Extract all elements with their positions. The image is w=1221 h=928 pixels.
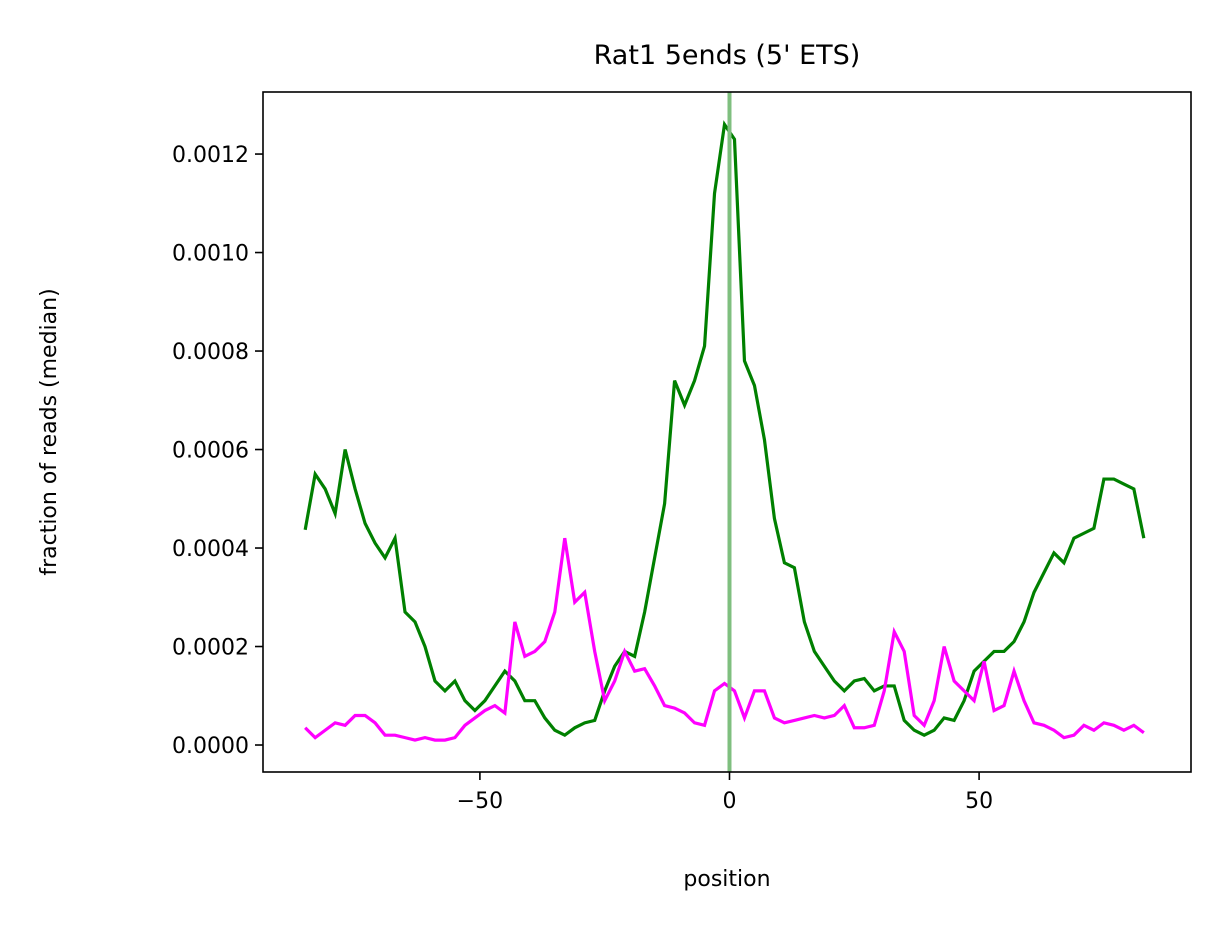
plot-frame [262, 91, 1192, 773]
y-tick-label: 0.0008 [172, 340, 249, 365]
y-tick-label: 0.0002 [172, 636, 249, 661]
x-tick-label: 0 [722, 789, 736, 814]
y-tick-label: 0.0006 [172, 439, 249, 464]
y-tick-label: 0.0000 [172, 734, 249, 759]
chart-title: Rat1 5ends (5' ETS) [594, 40, 861, 71]
y-axis-label: fraction of reads (median) [37, 288, 62, 575]
series-line [303, 120, 1146, 738]
y-tick-label: 0.0012 [172, 143, 249, 168]
x-tick-label: 50 [965, 789, 993, 814]
y-tick-label: 0.0010 [172, 242, 249, 267]
series-line [304, 537, 1145, 742]
y-tick-label: 0.0004 [172, 537, 249, 562]
x-tick-label: −50 [457, 789, 503, 814]
x-axis-label: position [683, 867, 770, 892]
